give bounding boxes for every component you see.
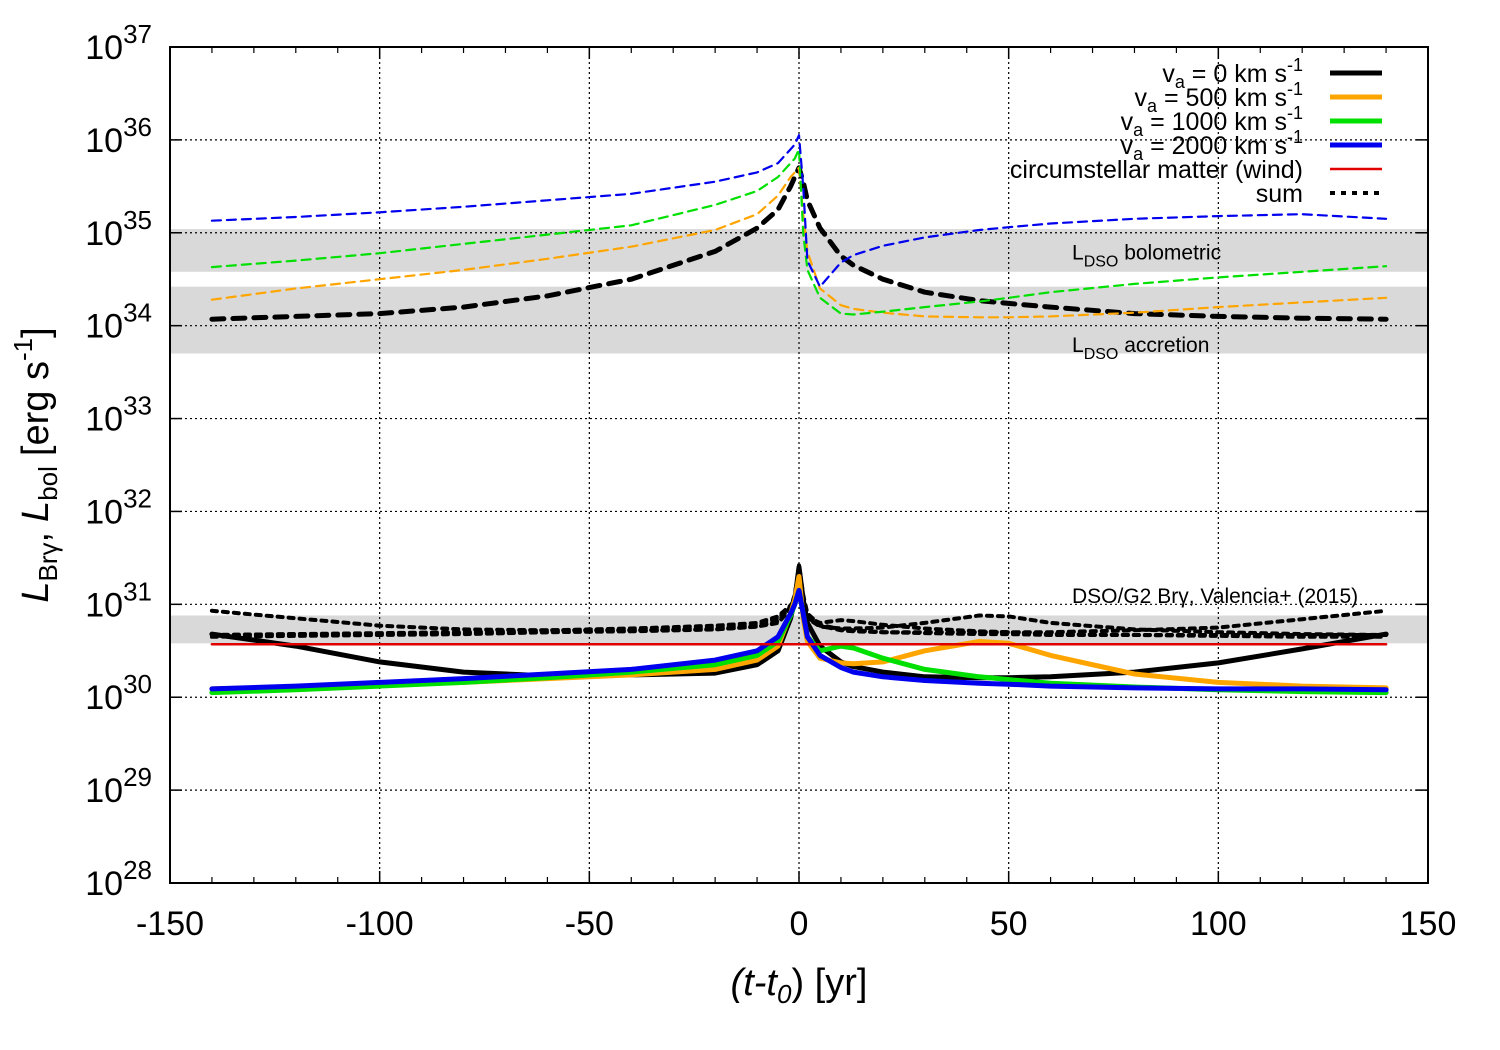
x-axis-label-close: ) [yr] [791,962,867,1004]
y-tick-exponent: 33 [123,391,152,421]
y-label-sub1: Brγ [33,543,63,582]
legend-label-2: va = 1000 km s-1 [1121,103,1303,140]
y-tick-base: 10 [85,29,123,67]
y-label-l1: L [15,582,57,603]
y-label-l2: L [15,501,57,522]
y-tick-base: 10 [85,493,123,531]
legend-label-main: = 500 km s [1157,84,1287,112]
legend-label-pre: v [1121,108,1134,136]
y-tick-base: 10 [85,215,123,253]
legend-label-pre: v [1135,84,1148,112]
x-axis-label-open: (t-t [731,962,779,1004]
y-tick-exponent: 30 [123,669,152,699]
y-tick-exponent: 34 [123,298,152,328]
y-tick-label: 1030 [85,669,152,717]
legend-label-main: = 1000 km s [1143,108,1287,136]
y-label-unit-close: ] [15,327,57,338]
y-tick-base: 10 [85,865,123,903]
y-axis-label: LBrγ,Lbol[erg s-1] [8,327,63,602]
legend-label-main: circumstellar matter (wind) [1010,156,1303,184]
legend-label-main: = 0 km s [1185,60,1287,88]
band-label-main: L [1072,241,1084,264]
legend-label-1: va = 500 km s-1 [1135,79,1303,116]
grid-layer [170,47,1428,883]
y-label-sub2: bol [33,466,63,501]
legend-label-sub: a [1133,120,1144,140]
band-label-1: LDSO accretion [1072,334,1209,363]
band-label-main: DSO/G2 Brγ, Valencia+ (2015) [1072,585,1358,608]
legend-label-3: va = 2000 km s-1 [1121,127,1303,164]
band-label-main: L [1072,334,1084,357]
series-line-3 [210,134,1388,288]
x-tick-label: 150 [1400,905,1457,943]
y-label-unit-sup: -1 [8,338,38,361]
band-label-sub: DSO [1084,253,1119,270]
legend-label-5: sum [1256,180,1303,208]
band-0 [170,229,1428,272]
x-tick-label: -100 [346,905,414,943]
series-layer [209,134,1389,696]
y-tick-exponent: 32 [123,483,152,513]
y-tick-exponent: 35 [123,205,152,235]
y-tick-label: 1034 [85,298,152,346]
legend-label-sup: -1 [1287,79,1303,99]
y-tick-label: 1035 [85,205,152,253]
series-line-2 [210,148,1388,316]
x-axis-label-sub: 0 [777,979,792,1009]
band-2 [170,615,1428,644]
x-tick-label: 50 [990,905,1028,943]
x-tick-label: 100 [1190,905,1247,943]
y-tick-label: 1032 [85,483,152,531]
legend-layer: va = 0 km s-1va = 500 km s-1va = 1000 km… [1010,55,1382,208]
legend-label-sup: -1 [1287,55,1303,75]
y-tick-label: 1037 [85,19,152,67]
y-tick-label: 1028 [85,855,152,903]
band-label-2: DSO/G2 Brγ, Valencia+ (2015) [1072,585,1358,608]
band-label-0: LDSO bolometric [1072,241,1221,270]
legend-label-pre: v [1121,132,1134,160]
y-tick-label: 1029 [85,762,152,810]
y-label-comma1: , [15,532,57,543]
legend-label-4: circumstellar matter (wind) [1010,156,1303,184]
x-axis-label: (t-t0) [yr] [731,962,868,1009]
band-label-rest: accretion [1118,334,1209,357]
series-line-10 [209,572,1389,637]
x-tick-label: -150 [136,905,204,943]
legend-label-sup: -1 [1287,103,1303,123]
y-label-unit: [erg s [15,361,57,456]
legend-label-sup: -1 [1287,127,1303,147]
series-line-0 [209,165,1389,322]
legend-label-sub: a [1133,144,1144,164]
y-tick-base: 10 [85,308,123,346]
series-line-1 [210,166,1388,319]
y-tick-base: 10 [85,586,123,624]
y-tick-exponent: 37 [123,19,152,49]
legend-label-sub: a [1147,96,1158,116]
band-label-rest: bolometric [1118,241,1221,264]
ticks-layer: -150 -100 -50 0 50 100 15010281029103010311032… [85,19,1456,943]
x-tick-label: -50 [565,905,614,943]
x-tick-label: 0 [790,905,809,943]
y-tick-exponent: 28 [123,855,152,885]
series-line-7 [209,587,1389,693]
band-label-sub: DSO [1084,346,1119,363]
y-tick-label: 1036 [85,112,152,160]
legend-label-pre: v [1162,60,1175,88]
y-tick-exponent: 36 [123,112,152,142]
y-tick-exponent: 31 [123,576,152,606]
y-tick-base: 10 [85,772,123,810]
legend-label-main: = 2000 km s [1143,132,1287,160]
y-tick-label: 1033 [85,391,152,439]
y-tick-base: 10 [85,679,123,717]
y-tick-label: 1031 [85,576,152,624]
y-tick-base: 10 [85,401,123,439]
legend-label-sub: a [1175,72,1186,92]
y-tick-exponent: 29 [123,762,152,792]
y-tick-base: 10 [85,122,123,160]
legend-label-main: sum [1256,180,1303,208]
legend-label-0: va = 0 km s-1 [1162,55,1303,92]
